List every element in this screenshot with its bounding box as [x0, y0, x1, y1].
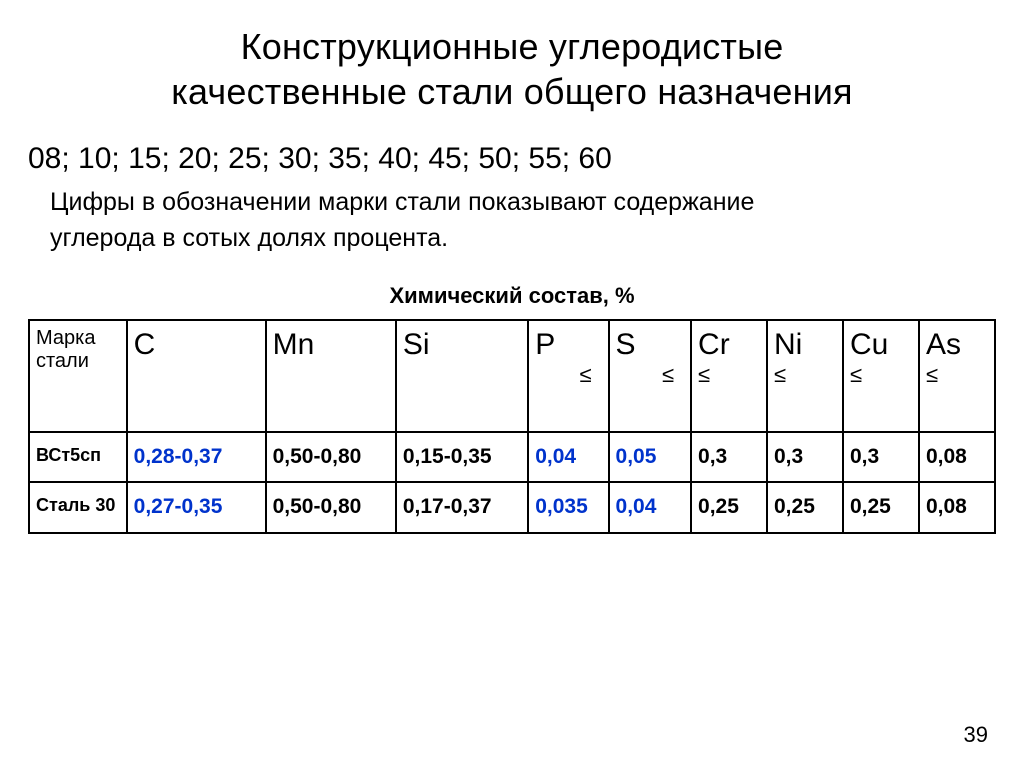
cell: 0,25: [843, 482, 919, 533]
desc-line-2: углерода в сотых долях процента.: [50, 224, 448, 252]
cell: 0,25: [767, 482, 843, 533]
col-header-Ni: Ni≤: [767, 320, 843, 432]
cell: 0,3: [767, 432, 843, 483]
title-line-2: качественные стали общего назначения: [171, 71, 852, 112]
cell: 0,25: [691, 482, 767, 533]
cell: 0,3: [843, 432, 919, 483]
cell: 0,04: [609, 482, 691, 533]
cell: 0,3: [691, 432, 767, 483]
slide-container: Конструкционные углеродистые качественны…: [0, 0, 1024, 768]
cell: 0,50-0,80: [266, 482, 396, 533]
col-header-Mn: Mn: [266, 320, 396, 432]
table-row: Сталь 300,27-0,350,50-0,800,17-0,370,035…: [29, 482, 995, 533]
col-header-As: As≤: [919, 320, 995, 432]
col-header-Cu: Cu≤: [843, 320, 919, 432]
page-number: 39: [964, 722, 988, 748]
slide-title: Конструкционные углеродистые качественны…: [28, 24, 996, 114]
col-header-Si: Si: [396, 320, 528, 432]
col-header-P: P≤: [528, 320, 608, 432]
cell: 0,15-0,35: [396, 432, 528, 483]
cell: 0,17-0,37: [396, 482, 528, 533]
row-label: Сталь 30: [29, 482, 127, 533]
cell: 0,05: [609, 432, 691, 483]
col-header-label: Марка стали: [29, 320, 127, 432]
cell: 0,50-0,80: [266, 432, 396, 483]
cell: 0,28-0,37: [127, 432, 266, 483]
desc-line-1: Цифры в обозначении марки стали показыва…: [50, 188, 754, 216]
col-header-C: C: [127, 320, 266, 432]
cell: 0,08: [919, 432, 995, 483]
col-header-Cr: Cr≤: [691, 320, 767, 432]
cell: 0,04: [528, 432, 608, 483]
description-text: Цифры в обозначении марки стали показыва…: [50, 184, 996, 257]
cell: 0,08: [919, 482, 995, 533]
cell: 0,27-0,35: [127, 482, 266, 533]
table-body: ВСт5сп0,28-0,370,50-0,800,15-0,350,040,0…: [29, 432, 995, 534]
steel-grades-list: 08; 10; 15; 20; 25; 30; 35; 40; 45; 50; …: [28, 142, 996, 176]
table-row: ВСт5сп0,28-0,370,50-0,800,15-0,350,040,0…: [29, 432, 995, 483]
cell: 0,035: [528, 482, 608, 533]
col-header-S: S≤: [609, 320, 691, 432]
row-label: ВСт5сп: [29, 432, 127, 483]
title-line-1: Конструкционные углеродистые: [241, 26, 784, 67]
table-header-row: Марка стали C Mn Si P≤ S≤ Cr≤ Ni≤ Cu≤ As…: [29, 320, 995, 432]
composition-table: Марка стали C Mn Si P≤ S≤ Cr≤ Ni≤ Cu≤ As…: [28, 319, 996, 535]
table-title: Химический состав, %: [28, 283, 996, 309]
